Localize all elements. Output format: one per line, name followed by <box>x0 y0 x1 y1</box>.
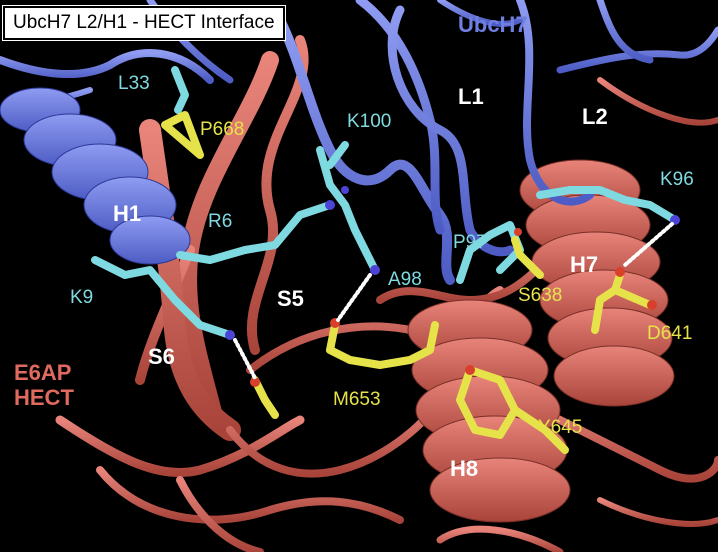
e6ap-label-line1: E6AP <box>14 360 72 385</box>
hect-residue-sticks <box>161 111 654 454</box>
residue-a98-label: A98 <box>388 269 422 290</box>
residue-d641-label: D641 <box>647 323 693 344</box>
residue-y645-label: Y645 <box>538 417 583 438</box>
oxygen-atoms <box>250 228 657 387</box>
e6ap-label-line2: HECT <box>14 385 74 411</box>
residue-s638-label: S638 <box>518 285 563 306</box>
ubch7-chain-label: UbcH7 <box>458 12 528 37</box>
residue-m653-label: M653 <box>333 389 381 410</box>
ubch7-residue-sticks <box>91 66 679 339</box>
hydrogen-bonds <box>233 222 674 380</box>
ubch7-helix-h1 <box>0 87 191 265</box>
residue-l33-label: L33 <box>118 73 150 94</box>
residue-p97-label: P97 <box>453 232 487 253</box>
nitrogen-atoms <box>225 186 680 340</box>
figure-title: UbcH7 L2/H1 - HECT Interface <box>2 5 286 41</box>
hect-helix-h8 <box>407 299 571 523</box>
e6ap-chain-label: E6AP HECT <box>14 360 74 411</box>
strand-s5-label: S5 <box>277 286 304 311</box>
residue-k9-label: K9 <box>70 287 94 308</box>
residue-k100-label: K100 <box>347 111 392 132</box>
residue-k96-label: K96 <box>660 169 694 190</box>
residue-p668-label: P668 <box>200 119 245 140</box>
residue-r6-label: R6 <box>208 211 233 232</box>
loop-l2-label: L2 <box>582 104 608 129</box>
loop-l1-label: L1 <box>458 84 484 109</box>
strand-s6-label: S6 <box>148 344 175 369</box>
helix-h1-label: H1 <box>113 201 142 226</box>
helix-h8-label: H8 <box>450 456 479 481</box>
helix-h7-label: H7 <box>570 252 599 277</box>
